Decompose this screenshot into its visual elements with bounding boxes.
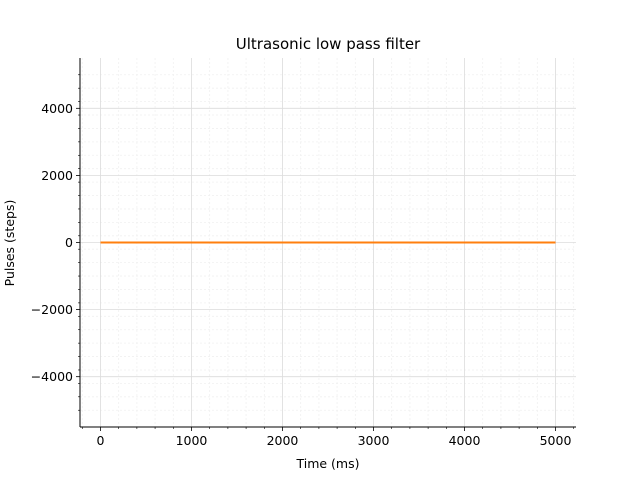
- x-tick-label: 1000: [176, 433, 208, 448]
- x-tick-label: 4000: [449, 433, 481, 448]
- chart-title: Ultrasonic low pass filter: [236, 35, 421, 53]
- x-axis-label: Time (ms): [295, 456, 359, 471]
- y-tick-label: −2000: [31, 302, 73, 317]
- x-tick-label: 3000: [358, 433, 390, 448]
- y-tick-label: −4000: [31, 369, 73, 384]
- y-tick-label: 2000: [41, 168, 73, 183]
- x-tick-label: 2000: [267, 433, 299, 448]
- y-axis-label: Pulses (steps): [2, 200, 17, 287]
- x-tick-label: 5000: [540, 433, 572, 448]
- y-tick-label: 4000: [41, 101, 73, 116]
- y-tick-label: 0: [65, 235, 73, 250]
- x-tick-label: 0: [97, 433, 105, 448]
